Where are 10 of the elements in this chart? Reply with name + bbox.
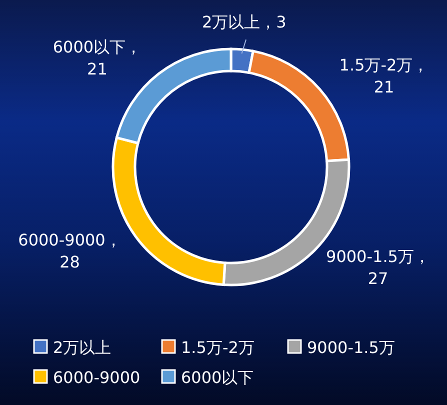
legend-label: 6000-9000 (53, 368, 140, 387)
data-label: 1.5万-2万，21 (339, 55, 429, 96)
legend-label: 6000以下 (181, 368, 254, 387)
data-label: 6000以下，21 (52, 37, 142, 78)
legend-label: 9000-1.5万 (307, 338, 395, 357)
data-label: 9000-1.5万，27 (326, 246, 430, 288)
data-label: 2万以上，3 (202, 12, 286, 32)
legend-label: 1.5万-2万 (181, 338, 254, 357)
data-label: 6000-9000，28 (18, 230, 122, 272)
legend-label: 2万以上 (53, 338, 112, 357)
